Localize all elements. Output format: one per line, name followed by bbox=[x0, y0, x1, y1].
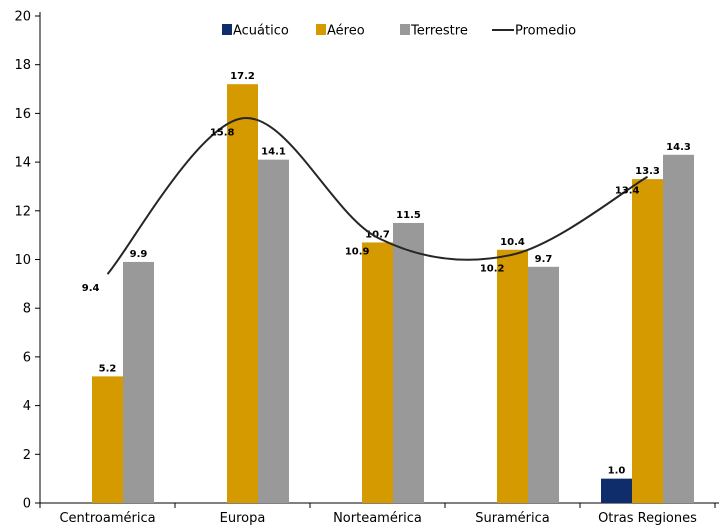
legend-label: Terrestre bbox=[410, 24, 468, 39]
y-tick-label: 14 bbox=[14, 156, 31, 171]
y-tick-label: 12 bbox=[14, 204, 31, 219]
bar-terrestre bbox=[258, 159, 289, 504]
bar-data-label: 17.2 bbox=[230, 71, 255, 82]
legend-label: Promedio bbox=[515, 24, 576, 39]
bar-aéreo bbox=[632, 179, 663, 503]
bar-data-label: 9.9 bbox=[130, 249, 148, 260]
y-tick-label: 4 bbox=[23, 399, 31, 414]
bar-data-label: 10.4 bbox=[500, 237, 525, 248]
line-data-label: 13.4 bbox=[615, 186, 640, 197]
bar-data-label: 10.7 bbox=[365, 229, 390, 240]
bar-data-label: 14.3 bbox=[666, 142, 691, 153]
bar-aéreo bbox=[92, 376, 123, 503]
x-tick-label: Norteamérica bbox=[333, 511, 422, 526]
line-data-label: 10.2 bbox=[480, 264, 505, 275]
x-tick-label: Centroamérica bbox=[59, 511, 155, 526]
line-data-label: 15.8 bbox=[210, 127, 235, 138]
bar-data-label: 13.3 bbox=[635, 166, 660, 177]
y-tick-label: 0 bbox=[23, 497, 31, 512]
bar-data-label: 11.5 bbox=[396, 210, 421, 221]
bar-terrestre bbox=[528, 266, 559, 503]
bar-data-label: 1.0 bbox=[608, 466, 626, 477]
bar-terrestre bbox=[393, 222, 424, 503]
y-tick-label: 10 bbox=[14, 253, 31, 268]
x-tick-label: Suramérica bbox=[475, 511, 550, 526]
bar-terrestre bbox=[663, 154, 694, 504]
bar-data-label: 14.1 bbox=[261, 147, 286, 158]
line-data-label: 10.9 bbox=[345, 247, 370, 258]
y-tick-label: 20 bbox=[14, 10, 31, 25]
y-tick-label: 2 bbox=[23, 448, 31, 463]
bar-terrestre bbox=[123, 261, 154, 503]
line-data-label: 9.4 bbox=[82, 283, 100, 294]
x-tick-label: Europa bbox=[220, 511, 266, 526]
bar-aéreo bbox=[362, 242, 393, 503]
bar-aéreo bbox=[227, 84, 258, 504]
bar-data-label: 9.7 bbox=[535, 254, 553, 265]
legend-swatch-acuático bbox=[222, 24, 232, 35]
bar-acuático bbox=[601, 478, 632, 503]
bar-aéreo bbox=[497, 249, 528, 503]
y-tick-label: 18 bbox=[14, 58, 31, 73]
legend-swatch-aéreo bbox=[316, 24, 326, 35]
legend-label: Acuático bbox=[233, 24, 289, 39]
y-tick-label: 16 bbox=[14, 107, 31, 122]
x-tick-label: Otras Regiones bbox=[598, 511, 697, 526]
y-tick-label: 6 bbox=[23, 350, 31, 365]
line-promedio bbox=[106, 117, 649, 275]
bar-data-label: 5.2 bbox=[99, 363, 117, 374]
y-tick-label: 8 bbox=[23, 302, 31, 317]
legend-swatch-terrestre bbox=[400, 24, 410, 35]
legend-label: Aéreo bbox=[327, 24, 365, 39]
